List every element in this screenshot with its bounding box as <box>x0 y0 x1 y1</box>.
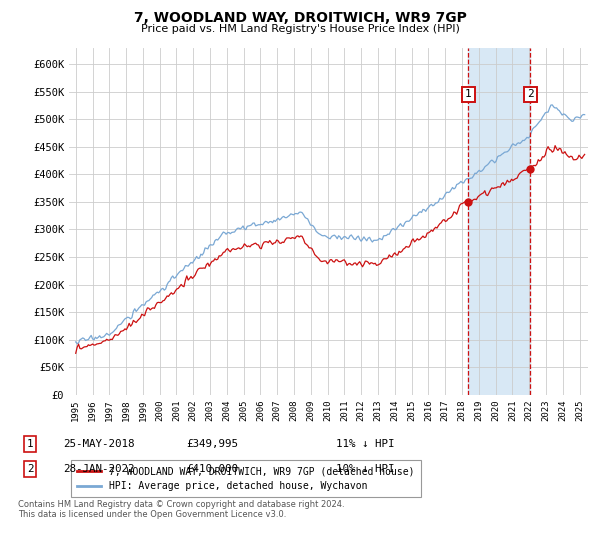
Text: £410,000: £410,000 <box>186 464 238 474</box>
Text: Contains HM Land Registry data © Crown copyright and database right 2024.
This d: Contains HM Land Registry data © Crown c… <box>18 500 344 519</box>
Text: 28-JAN-2022: 28-JAN-2022 <box>63 464 134 474</box>
Text: 1: 1 <box>27 439 33 449</box>
Text: £349,995: £349,995 <box>186 439 238 449</box>
Text: 1: 1 <box>465 90 472 100</box>
Text: Price paid vs. HM Land Registry's House Price Index (HPI): Price paid vs. HM Land Registry's House … <box>140 24 460 34</box>
Text: 10% ↓ HPI: 10% ↓ HPI <box>336 464 395 474</box>
Text: 2: 2 <box>27 464 33 474</box>
Text: 7, WOODLAND WAY, DROITWICH, WR9 7GP: 7, WOODLAND WAY, DROITWICH, WR9 7GP <box>134 11 466 25</box>
Text: 11% ↓ HPI: 11% ↓ HPI <box>336 439 395 449</box>
Legend: 7, WOODLAND WAY, DROITWICH, WR9 7GP (detached house), HPI: Average price, detach: 7, WOODLAND WAY, DROITWICH, WR9 7GP (det… <box>71 460 421 497</box>
Text: 25-MAY-2018: 25-MAY-2018 <box>63 439 134 449</box>
Text: 2: 2 <box>527 90 534 100</box>
Bar <box>469 48 530 395</box>
